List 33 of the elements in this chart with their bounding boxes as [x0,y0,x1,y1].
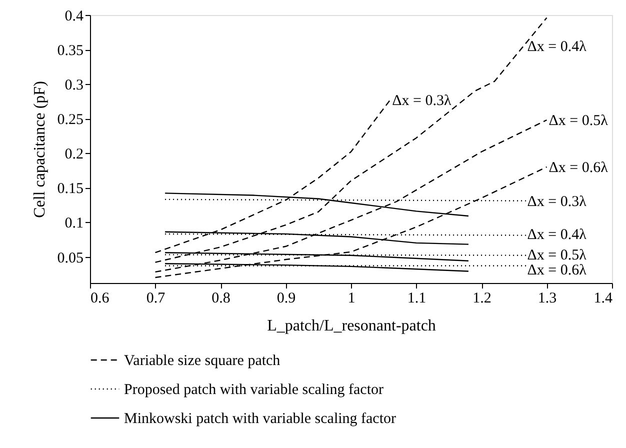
x-tick-label: 0.8 [212,290,230,306]
y-tick-label: 0.1 [64,216,84,232]
line-series [154,17,548,263]
legend-label: Proposed patch with variable scaling factor [124,382,384,398]
legend-label: Variable size square patch [124,353,281,369]
y-tick-label: 0.25 [57,112,84,128]
annotation: Δx = 0.6λ [548,160,609,176]
y-tick-label: 0.3 [64,78,84,94]
line-series [154,166,548,278]
annotation: Δx = 0.3λ [527,194,588,210]
annotation: Δx = 0.5λ [527,248,588,264]
annotation: Δx = 0.5λ [548,112,609,129]
y-tick-label: 0.4 [64,8,84,24]
y-tick-label: 0.2 [64,146,84,163]
x-tick-label: 1.3 [538,290,557,306]
y-tick-label: 0.35 [57,43,84,60]
x-tick-label: 1 [348,290,356,306]
line-series [154,119,548,273]
x-tick-label: 0.7 [146,290,166,306]
y-tick-label: 0.05 [57,250,84,266]
x-tick-label: 1.1 [407,290,426,306]
x-axis-title: L_patch/L_resonant-patch [267,318,436,334]
y-axis-title: Cell capacitance (pF) [31,81,48,218]
annotation: Δx = 0.3λ [392,92,452,109]
x-tick-label: 0.6 [90,290,110,306]
annotation: Δx = 0.6λ [527,262,588,279]
x-tick-label: 1.4 [594,290,613,306]
legend-label: Minkowski patch with variable scaling factor [124,411,396,427]
annotation: Δx = 0.4λ [527,226,588,243]
y-tick-label: 0.15 [57,181,84,198]
annotation: Δx = 0.4λ [527,39,588,56]
x-tick-label: 0.9 [276,290,296,306]
x-tick-label: 1.2 [472,290,492,306]
